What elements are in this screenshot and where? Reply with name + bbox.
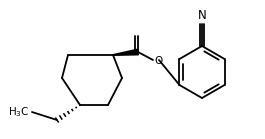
Text: H$_3$C: H$_3$C xyxy=(8,105,30,119)
Text: N: N xyxy=(198,9,206,22)
Polygon shape xyxy=(113,49,138,55)
Text: O: O xyxy=(154,56,162,66)
